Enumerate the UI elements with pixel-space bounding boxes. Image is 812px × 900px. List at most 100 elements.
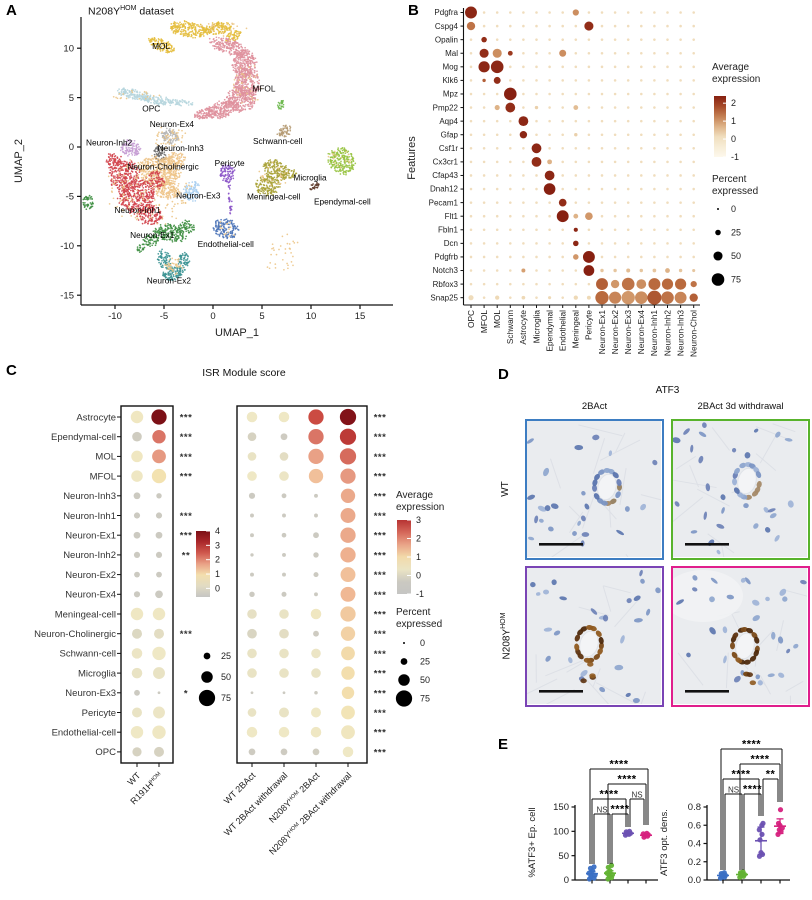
dot-Fbln1-Astrocyte xyxy=(522,228,525,232)
dot-Pdgfrb-Neuron-Ex2 xyxy=(613,255,617,259)
dot-Gfap-Meningeal xyxy=(574,133,578,137)
dot-Mal-Neuron-Inh2 xyxy=(666,51,669,55)
dot-Pmp22-OPC xyxy=(469,106,473,109)
svg-text:10: 10 xyxy=(306,311,317,322)
dot-Mal-Neuron-Ex3 xyxy=(626,51,630,55)
dot-Opalin-Neuron-Chol xyxy=(692,38,695,41)
dot-Pecam1-Endothelial xyxy=(558,198,567,207)
dot-Pecam1-MOL xyxy=(495,201,499,204)
dot-Mog-Endothelial xyxy=(561,65,564,69)
dot-Cfap43-OPC xyxy=(469,174,473,177)
dot-Klk6-Neuron-Inh1 xyxy=(653,79,656,82)
dot-Snap25-Neuron-Ex3 xyxy=(621,291,635,305)
panel-b-label: B xyxy=(408,2,419,19)
dot-Mpz-Neuron-Ex4 xyxy=(640,92,643,96)
dot-Flt1-MFOL xyxy=(482,214,486,218)
dot-Pdgfrb-Microglia xyxy=(535,255,538,259)
dot-Opalin-MFOL xyxy=(481,36,487,43)
dot-Pdgfra-Astrocyte xyxy=(522,11,525,14)
dot-Mog-Neuron-Ex1 xyxy=(600,65,604,69)
dot-Flt1-Schwann xyxy=(509,214,512,218)
dot-Cx3cr1-Neuron-Ex3 xyxy=(626,160,630,164)
dot-Pdgfra-Neuron-Inh1 xyxy=(653,11,656,14)
dot-Rbfox3-Neuron-Chol xyxy=(690,280,697,288)
dot-Cx3cr1-Schwann xyxy=(509,160,512,164)
dot-Csf1r-Pericyte xyxy=(587,147,591,150)
dot-Snap25-Astrocyte xyxy=(521,295,526,300)
dot-Pdgfra-Microglia xyxy=(535,11,538,14)
dot-Flt1-Neuron-Inh1 xyxy=(653,214,656,218)
dot-Dnah12-Pericyte xyxy=(587,187,591,191)
dot-Dcn-Endothelial xyxy=(561,242,564,245)
dot-Cx3cr1-Neuron-Ex1 xyxy=(600,160,604,164)
dot-Snap25-Neuron-Ex4 xyxy=(635,291,648,304)
dot-Snap25-Microglia xyxy=(535,296,538,299)
dot-Pdgfrb-Meningeal xyxy=(573,254,579,260)
dot-Flt1-Neuron-Inh2 xyxy=(666,214,669,218)
dot-Gfap-MOL xyxy=(495,133,499,136)
dot-Mog-MOL xyxy=(490,60,504,74)
dot-Rbfox3-Pericyte xyxy=(587,282,591,286)
dot-Csf1r-Microglia xyxy=(531,143,542,154)
dot-Pdgfra-Neuron-Ex3 xyxy=(626,11,630,14)
dot-Aqp4-Neuron-Ex2 xyxy=(613,119,617,123)
dot-Klk6-Neuron-Chol xyxy=(692,79,695,82)
dot-Mal-Neuron-Inh3 xyxy=(679,51,682,55)
dot-Snap25-OPC xyxy=(468,295,474,301)
dot-Cfap43-Neuron-Inh2 xyxy=(666,174,669,177)
dot-Pmp22-Neuron-Ex4 xyxy=(640,106,643,109)
dot-Pecam1-Neuron-Inh1 xyxy=(653,201,656,204)
dot-Notch3-Neuron-Ex4 xyxy=(639,268,644,273)
dot-Gfap-Astrocyte xyxy=(519,131,528,139)
dot-Opalin-Astrocyte xyxy=(522,38,525,41)
dot-Klk6-Neuron-Inh2 xyxy=(666,79,669,82)
dot-Cx3cr1-Microglia xyxy=(531,156,542,167)
umap-cluster-Microglia xyxy=(327,147,357,176)
svg-text:-5: -5 xyxy=(66,192,74,203)
dot-Gfap-OPC xyxy=(469,133,473,136)
dot-Mpz-Neuron-Ex1 xyxy=(600,92,604,96)
dot-Mal-Neuron-Ex1 xyxy=(600,51,604,55)
dot-Notch3-Endothelial xyxy=(561,269,564,272)
dot-Notch3-Meningeal xyxy=(574,269,578,272)
dot-Dcn-Meningeal xyxy=(573,240,579,247)
dot-Csf1r-Neuron-Ex4 xyxy=(640,147,643,150)
dot-Pecam1-Neuron-Inh2 xyxy=(666,201,669,204)
dot-Mog-Pericyte xyxy=(587,65,591,69)
dot-Fbln1-Neuron-Inh3 xyxy=(679,228,682,232)
dot-Notch3-Microglia xyxy=(535,269,538,272)
dot-Opalin-Ependymal xyxy=(548,38,551,41)
dot-Opalin-Microglia xyxy=(535,38,538,41)
panel-a-title: N208YHOM dataset xyxy=(88,5,174,18)
dot-Opalin-Endothelial xyxy=(561,38,564,41)
dot-Klk6-Endothelial xyxy=(561,79,564,82)
dot-Pdgfrb-Neuron-Chol xyxy=(692,255,695,259)
dot-Pmp22-Astrocyte xyxy=(522,106,525,109)
dot-Rbfox3-MOL xyxy=(495,282,499,286)
dot-Gfap-Ependymal xyxy=(548,133,551,136)
dot-Rbfox3-Neuron-Inh1 xyxy=(648,278,661,291)
dot-Pecam1-Meningeal xyxy=(574,201,578,204)
umap-cluster-Endothelial-cell xyxy=(212,218,240,240)
svg-text:-5: -5 xyxy=(160,311,168,322)
dot-Flt1-Neuron-Ex3 xyxy=(626,214,630,218)
dot-Mog-Neuron-Ex4 xyxy=(640,65,643,69)
dot-Mpz-Neuron-Chol xyxy=(692,92,695,96)
dotplot-c-legend-right: Averageexpression3210-1Percentexpressed0… xyxy=(395,490,444,707)
dot-Pmp22-Neuron-Chol xyxy=(692,106,695,109)
dot-Klk6-Pericyte xyxy=(587,79,591,82)
dot-Dnah12-Neuron-Chol xyxy=(692,187,695,191)
dot-Cx3cr1-Neuron-Chol xyxy=(692,160,695,164)
dot-Dcn-Ependymal xyxy=(548,242,551,245)
dot-Pdgfrb-Endothelial xyxy=(561,255,564,259)
dot-Mpz-Pericyte xyxy=(587,92,591,96)
dot-Pdgfra-Schwann xyxy=(509,11,512,14)
dot-Dnah12-MOL xyxy=(495,187,499,191)
dot-Cx3cr1-MFOL xyxy=(482,160,486,164)
dot-Dnah12-Microglia xyxy=(535,187,538,191)
dot-Dcn-Neuron-Ex3 xyxy=(626,242,630,245)
dot-Cspg4-Astrocyte xyxy=(522,24,525,28)
dot-Rbfox3-Schwann xyxy=(509,282,512,286)
dotplot-c-boxes xyxy=(120,405,368,764)
dot-Notch3-Astrocyte xyxy=(521,268,526,273)
